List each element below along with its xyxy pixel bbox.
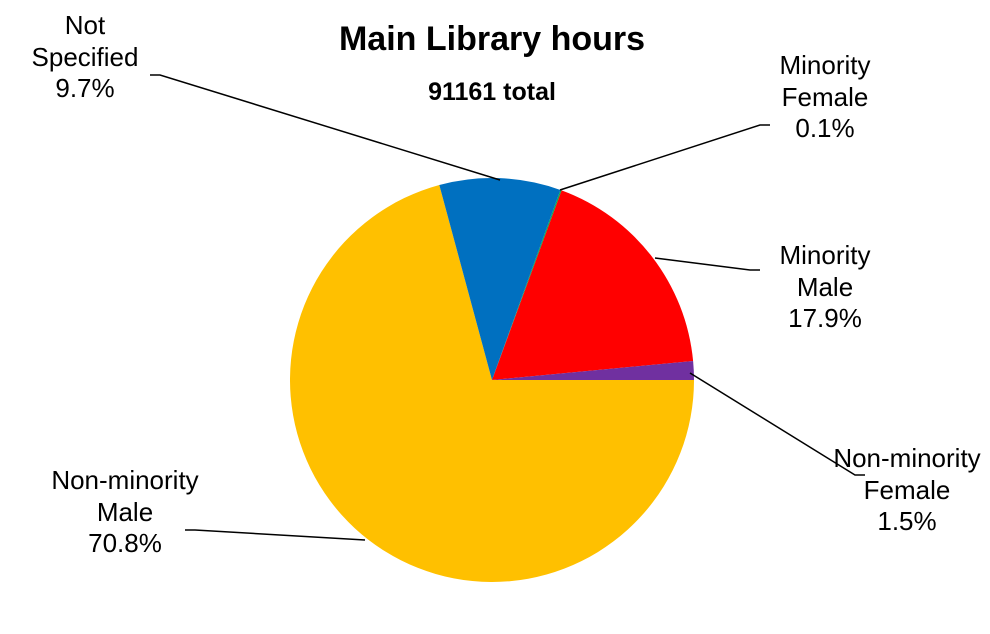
category-label: Minority Female (779, 50, 871, 112)
leader-line (689, 372, 865, 476)
category-label: Minority Male (779, 240, 871, 302)
pie-slice (492, 360, 694, 380)
leader-line (185, 529, 366, 541)
value-label: 17.9% (788, 303, 862, 334)
pie-slice (492, 190, 694, 380)
chart-subtitle: 91161 total (428, 78, 556, 106)
leader-line (654, 257, 760, 271)
pie-slice (289, 184, 694, 582)
category-label: Non-minority Female (833, 443, 981, 505)
category-label: Non-minority Male (51, 465, 199, 527)
value-label: 9.7% (55, 73, 115, 104)
chart-title: Main Library hours (338, 20, 646, 58)
category-label: Not Specified (31, 10, 139, 72)
pie-slice (492, 189, 562, 380)
leader-lines (150, 74, 865, 541)
slice-label: Not Specified 9.7% (10, 10, 160, 105)
slice-label: Non-minority Female 1.5% (832, 443, 982, 538)
pie-slice (439, 178, 561, 380)
leader-line (150, 74, 501, 181)
slice-label: Minority Male 17.9% (750, 240, 900, 335)
slice-label: Minority Female 0.1% (750, 50, 900, 145)
value-label: 70.8% (88, 528, 162, 559)
value-label: 0.1% (795, 113, 855, 144)
pie (289, 178, 694, 582)
leader-line (559, 124, 770, 191)
value-label: 1.5% (877, 506, 937, 537)
slice-label: Non-minority Male 70.8% (50, 465, 200, 560)
